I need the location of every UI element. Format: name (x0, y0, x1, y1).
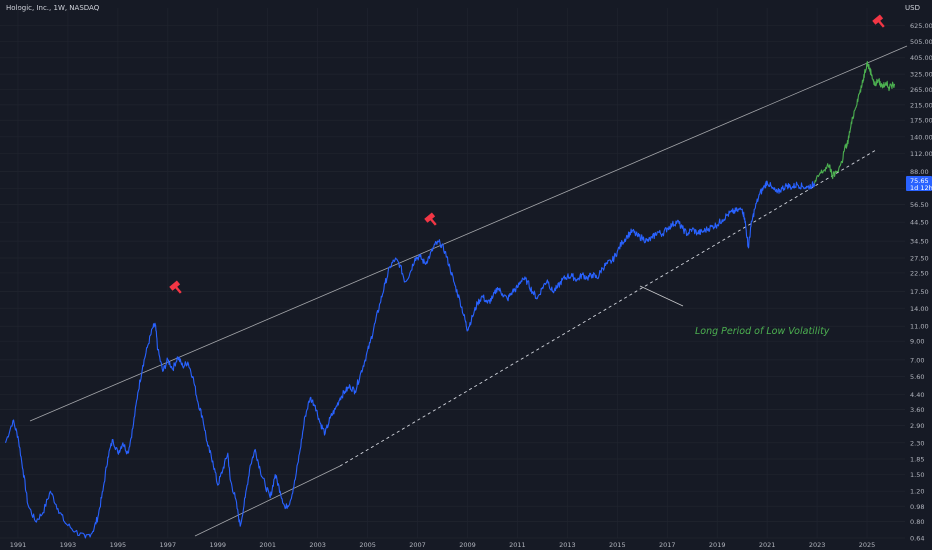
y-tick-label: 4.40 (910, 391, 924, 399)
y-tick-label: 505.00 (910, 38, 932, 46)
y-tick-label: 22.50 (910, 269, 929, 277)
y-tick-label: 0.64 (910, 535, 924, 543)
price-line-recent (814, 61, 896, 184)
x-tick-label: 2003 (309, 541, 326, 549)
x-tick-label: 1993 (60, 541, 77, 549)
y-tick-label: 27.50 (910, 255, 929, 263)
annotation-arrow (639, 285, 684, 307)
y-tick-label: 140.00 (910, 133, 932, 141)
y-axis: 625.00 505.00 405.00 325.00 265.00 215.00 175.… (910, 22, 932, 543)
x-tick-label: 1991 (10, 541, 27, 549)
x-tick-label: 2007 (409, 541, 426, 549)
x-tick-label: 2005 (359, 541, 376, 549)
x-tick-label: 2011 (509, 541, 526, 549)
y-tick-label: 17.50 (910, 288, 929, 296)
y-tick-label: 11.00 (910, 323, 929, 331)
y-tick-label: 0.80 (910, 518, 924, 526)
hammer-icon (872, 14, 885, 28)
y-tick-label: 44.50 (910, 219, 929, 227)
x-tick-label: 2019 (709, 541, 726, 549)
y-tick-label: 3.60 (910, 406, 924, 414)
annotation-text: Long Period of Low Volatility (695, 326, 830, 337)
y-tick-label: 88.00 (910, 168, 929, 176)
currency-label: USD (905, 4, 920, 12)
lower-trend-channel (194, 465, 341, 537)
y-tick-label: 175.00 (910, 117, 932, 125)
x-tick-label: 2021 (759, 541, 776, 549)
y-tick-label: 1.20 (910, 488, 924, 496)
bar-countdown-label: 1d 12h (910, 184, 932, 192)
y-tick-label: 2.30 (910, 439, 924, 447)
y-tick-label: 265.00 (910, 86, 932, 94)
upper-trend-channel (29, 45, 908, 422)
x-tick-label: 1995 (110, 541, 127, 549)
last-price-label: 75.65 (910, 177, 929, 185)
dashed-support-line (339, 149, 877, 467)
x-tick-label: 2023 (809, 541, 826, 549)
price-line-history (4, 180, 816, 539)
y-tick-label: 1.50 (910, 471, 924, 479)
y-tick-label: 14.00 (910, 305, 929, 313)
y-tick-label: 405.00 (910, 54, 932, 62)
x-tick-label: 2025 (859, 541, 876, 549)
y-tick-label: 325.00 (910, 71, 932, 79)
y-tick-label: 9.00 (910, 338, 924, 346)
y-tick-label: 7.00 (910, 356, 924, 364)
y-tick-label: 625.00 (910, 22, 932, 30)
y-tick-label: 2.90 (910, 422, 924, 430)
hammer-icon (169, 280, 182, 294)
y-tick-label: 5.60 (910, 373, 924, 381)
price-badge: 75.65 1d 12h (906, 176, 932, 192)
x-axis: 1991 1993 1995 1997 1999 2001 2003 2005 2007 2009… (10, 541, 876, 549)
x-tick-label: 2001 (259, 541, 276, 549)
x-tick-label: 2009 (459, 541, 476, 549)
hammer-icon (424, 212, 437, 226)
x-tick-label: 1999 (209, 541, 226, 549)
price-series (4, 61, 896, 539)
y-tick-label: 0.98 (910, 503, 924, 511)
x-tick-label: 2017 (659, 541, 676, 549)
x-tick-label: 2013 (559, 541, 576, 549)
y-tick-label: 215.00 (910, 101, 932, 109)
y-tick-label: 1.85 (910, 455, 924, 463)
x-tick-label: 2015 (609, 541, 626, 549)
chart-title: Hologic, Inc., 1W, NASDAQ (6, 4, 100, 12)
y-tick-label: 112.00 (910, 150, 932, 158)
x-tick-label: 1997 (160, 541, 177, 549)
y-tick-label: 34.50 (910, 238, 929, 246)
y-tick-label: 56.50 (910, 201, 929, 209)
